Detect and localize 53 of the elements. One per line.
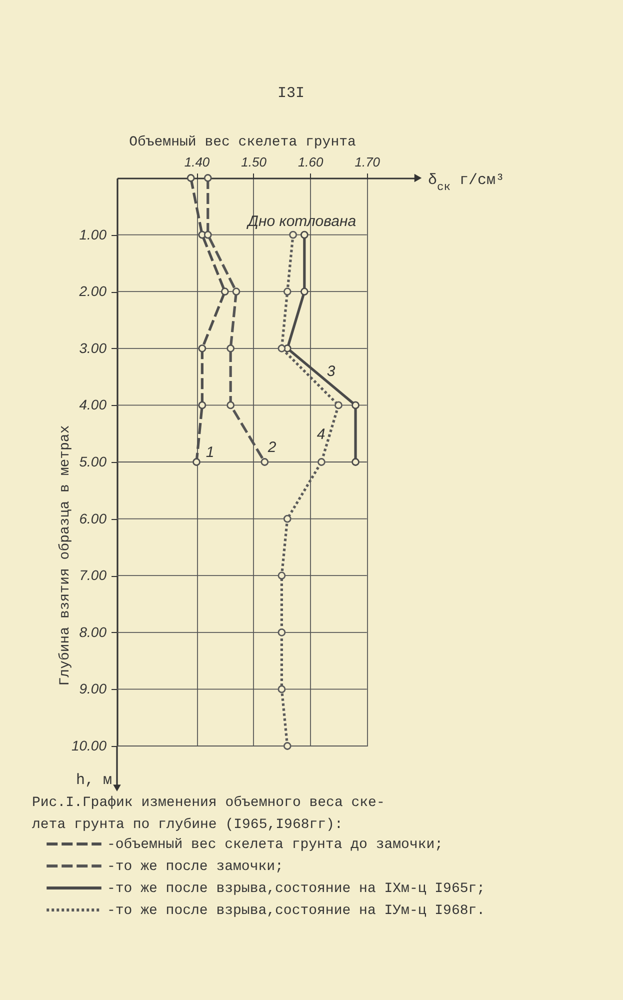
legend-label: -объемный вес скелета грунта до замочки; bbox=[107, 837, 444, 853]
legend-label: -то же после взрыва,состояние на IХм-ц I965г; bbox=[107, 881, 486, 897]
point bbox=[283, 742, 292, 750]
y-tick-label: 2.00 bbox=[78, 283, 107, 300]
point bbox=[226, 344, 235, 352]
legend-label: -то же после замочки; bbox=[107, 859, 284, 875]
text: h, м bbox=[76, 772, 112, 789]
y-tick-label: 5.00 bbox=[79, 454, 107, 470]
point bbox=[352, 401, 360, 410]
point bbox=[198, 344, 206, 352]
point bbox=[300, 288, 308, 296]
y-tick-label: 4.00 bbox=[79, 396, 107, 413]
x-tick-label: 1.50 bbox=[241, 154, 268, 170]
point bbox=[260, 458, 269, 466]
annotation: 3 bbox=[326, 363, 336, 380]
annotation: 1 bbox=[206, 444, 214, 461]
point bbox=[318, 458, 326, 466]
y-tick-label: 8.00 bbox=[79, 624, 107, 640]
point bbox=[278, 685, 286, 694]
point bbox=[289, 230, 297, 239]
y-tick-label: 1.00 bbox=[79, 226, 107, 242]
x-tick-label: 1.40 bbox=[184, 154, 210, 170]
y-tick-label: 6.00 bbox=[79, 510, 107, 526]
y-tick-label: 7.00 bbox=[79, 567, 107, 584]
point bbox=[352, 458, 360, 466]
point bbox=[204, 230, 212, 239]
text: δ$_{ск}$ г/см³ bbox=[428, 172, 505, 194]
point bbox=[278, 628, 286, 636]
legend-label: -то же после взрыва,состояние на IУм-ц I968г. bbox=[107, 903, 486, 919]
point bbox=[198, 401, 206, 410]
point bbox=[192, 458, 200, 466]
x-axis-title: Объемный вес скелета грунта bbox=[129, 134, 356, 150]
point bbox=[278, 572, 286, 580]
point bbox=[186, 174, 195, 182]
point bbox=[232, 288, 240, 296]
point bbox=[220, 288, 229, 296]
point bbox=[278, 344, 286, 352]
x-tick-label: 1.60 bbox=[298, 154, 324, 170]
y-tick-label: 10.00 bbox=[71, 738, 107, 754]
text: I3I bbox=[277, 85, 305, 102]
point bbox=[226, 401, 235, 410]
point bbox=[300, 230, 308, 239]
point bbox=[283, 514, 292, 523]
point bbox=[283, 288, 292, 296]
y-axis-title: Глубина взятия образца в метрах bbox=[58, 425, 74, 686]
point bbox=[334, 401, 342, 410]
annotation: 4 bbox=[316, 426, 326, 443]
y-tick-label: 9.00 bbox=[79, 680, 107, 697]
text: Рис.I.График изменения объемного веса ске- лета грунта по глубине (I965,I968гг): bbox=[32, 795, 385, 833]
x-tick-label: 1.70 bbox=[354, 154, 381, 170]
point bbox=[204, 174, 212, 182]
annotation: 2 bbox=[266, 439, 277, 456]
y-tick-label: 3.00 bbox=[79, 340, 107, 356]
